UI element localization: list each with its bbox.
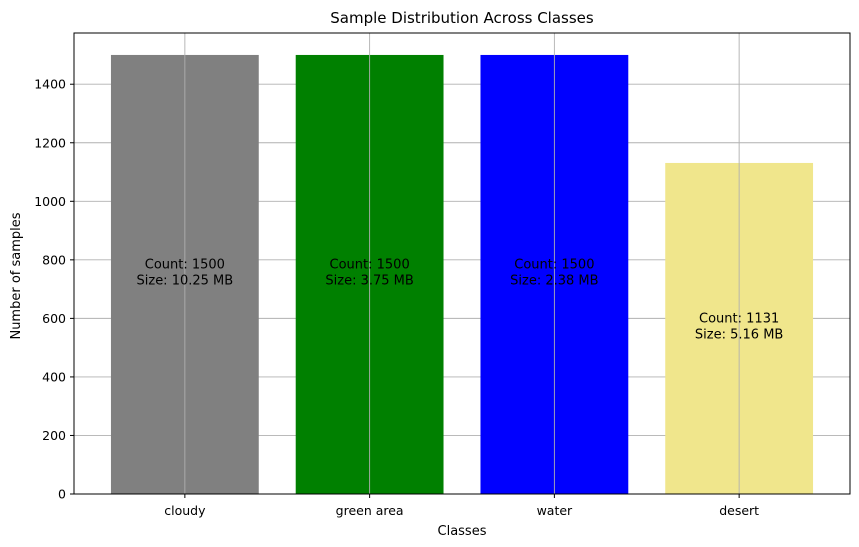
y-tick-label: 800 — [42, 252, 66, 267]
y-tick-label: 1000 — [34, 194, 66, 209]
y-tick-label: 600 — [42, 311, 66, 326]
y-tick-label: 400 — [42, 369, 66, 384]
x-axis-label: Classes — [438, 524, 487, 539]
bar-annotation: Size: 10.25 MB — [137, 273, 234, 288]
bar-annotation: Size: 2.38 MB — [510, 273, 598, 288]
x-tick-label: cloudy — [164, 503, 206, 518]
y-tick-label: 0 — [58, 487, 66, 502]
bars-layer — [110, 33, 814, 494]
y-tick-label: 1200 — [34, 135, 66, 150]
x-tick-label: green area — [336, 503, 404, 518]
bar-annotation: Count: 1131 — [699, 311, 779, 326]
bar-annotation: Count: 1500 — [514, 257, 594, 272]
x-tick-label: desert — [719, 503, 759, 518]
bar-annotation: Size: 5.16 MB — [695, 327, 783, 342]
y-axis-label: Number of samples — [9, 212, 24, 339]
bar-annotation: Size: 3.75 MB — [325, 273, 413, 288]
chart-title: Sample Distribution Across Classes — [330, 9, 594, 27]
y-tick-label: 200 — [42, 428, 66, 443]
plot-frame — [73, 32, 851, 495]
axes-layer: 0 200 400 600 800 1000 1200 1400 cloudy green are… — [34, 32, 851, 518]
x-tick-label: water — [537, 503, 573, 518]
bar-annotation: Count: 1500 — [145, 257, 225, 272]
y-tick-label: 1400 — [34, 77, 66, 92]
bar-annotation: Count: 1500 — [330, 257, 410, 272]
